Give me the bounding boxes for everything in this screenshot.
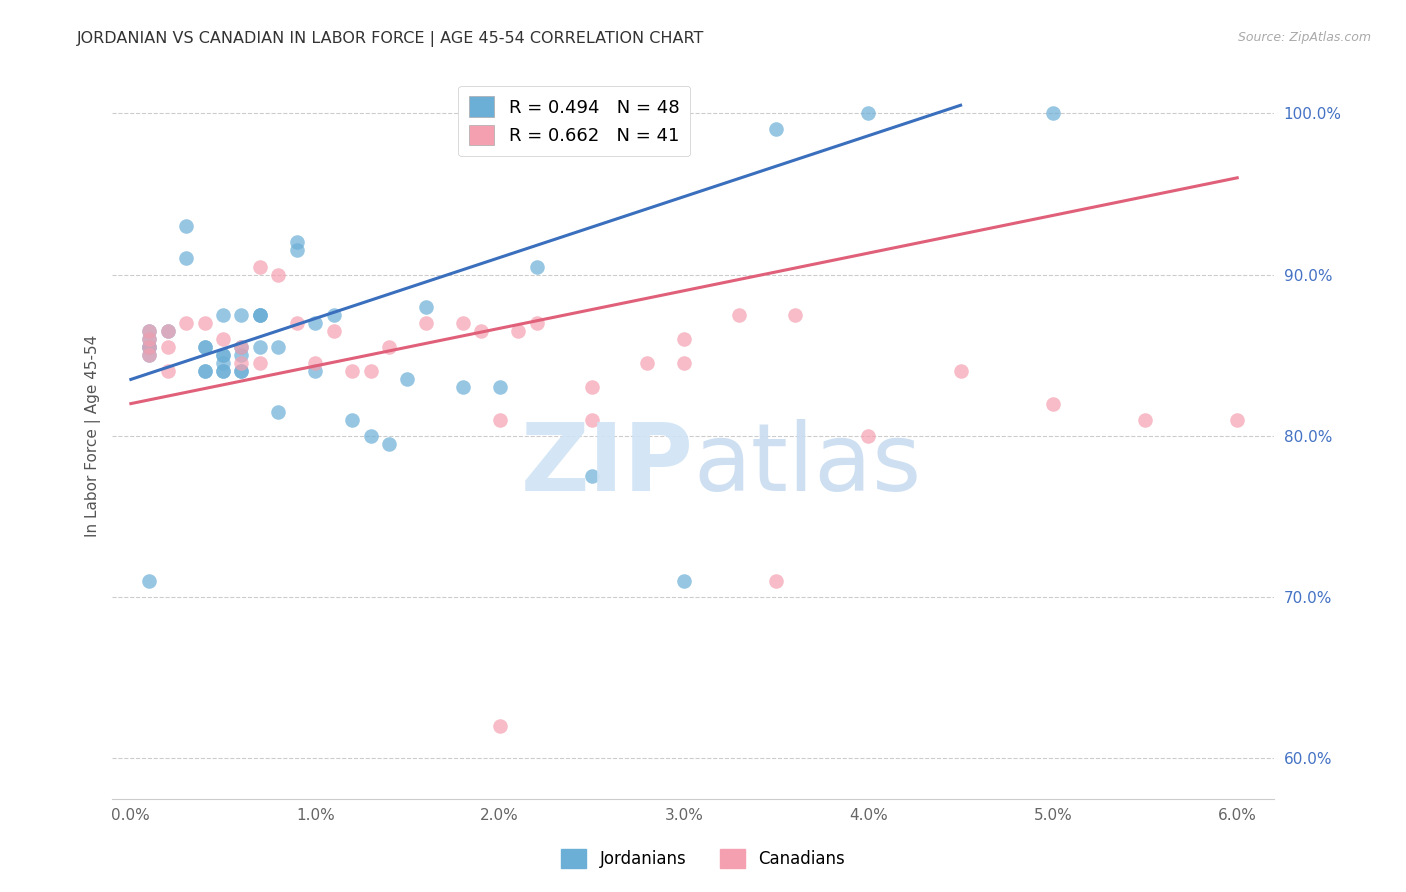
Point xyxy=(212,364,235,378)
Text: atlas: atlas xyxy=(693,419,921,511)
Point xyxy=(174,219,197,234)
Point xyxy=(396,372,419,386)
Point xyxy=(285,235,308,250)
Point xyxy=(267,340,290,354)
Legend: R = 0.494   N = 48, R = 0.662   N = 41: R = 0.494 N = 48, R = 0.662 N = 41 xyxy=(458,86,690,156)
Point xyxy=(949,364,972,378)
Point xyxy=(231,308,253,322)
Point xyxy=(285,316,308,330)
Point xyxy=(231,340,253,354)
Point xyxy=(765,122,787,136)
Point xyxy=(488,380,510,394)
Point xyxy=(1042,396,1064,410)
Point xyxy=(673,574,696,588)
Text: Source: ZipAtlas.com: Source: ZipAtlas.com xyxy=(1237,31,1371,45)
Point xyxy=(304,316,326,330)
Point xyxy=(322,324,344,338)
Point xyxy=(415,316,437,330)
Point xyxy=(138,348,160,362)
Point xyxy=(581,380,603,394)
Point xyxy=(249,308,271,322)
Point xyxy=(581,413,603,427)
Point xyxy=(212,364,235,378)
Point xyxy=(340,413,363,427)
Point xyxy=(285,244,308,258)
Text: ZIP: ZIP xyxy=(520,419,693,511)
Point xyxy=(194,340,217,354)
Point xyxy=(138,574,160,588)
Point xyxy=(249,260,271,274)
Point xyxy=(526,260,548,274)
Point xyxy=(194,340,217,354)
Point xyxy=(174,316,197,330)
Point xyxy=(249,340,271,354)
Point xyxy=(1226,413,1249,427)
Point xyxy=(858,429,880,443)
Point xyxy=(156,340,179,354)
Point xyxy=(194,316,217,330)
Point xyxy=(138,340,160,354)
Point xyxy=(212,332,235,346)
Point xyxy=(212,308,235,322)
Point xyxy=(156,324,179,338)
Point xyxy=(783,308,806,322)
Point xyxy=(156,324,179,338)
Point xyxy=(138,332,160,346)
Point xyxy=(340,364,363,378)
Point xyxy=(138,332,160,346)
Point xyxy=(488,719,510,733)
Point xyxy=(415,300,437,314)
Point xyxy=(194,364,217,378)
Text: JORDANIAN VS CANADIAN IN LABOR FORCE | AGE 45-54 CORRELATION CHART: JORDANIAN VS CANADIAN IN LABOR FORCE | A… xyxy=(77,31,704,47)
Point xyxy=(249,308,271,322)
Point xyxy=(378,437,401,451)
Point xyxy=(212,348,235,362)
Legend: Jordanians, Canadians: Jordanians, Canadians xyxy=(554,842,852,875)
Point xyxy=(156,364,179,378)
Point xyxy=(249,356,271,370)
Y-axis label: In Labor Force | Age 45-54: In Labor Force | Age 45-54 xyxy=(86,334,101,537)
Point xyxy=(231,356,253,370)
Point xyxy=(138,340,160,354)
Point xyxy=(249,308,271,322)
Point xyxy=(636,356,658,370)
Point xyxy=(1042,106,1064,120)
Point xyxy=(322,308,344,322)
Point xyxy=(138,324,160,338)
Point xyxy=(267,268,290,282)
Point xyxy=(526,316,548,330)
Point xyxy=(138,348,160,362)
Point xyxy=(673,356,696,370)
Point xyxy=(1133,413,1156,427)
Point xyxy=(231,364,253,378)
Point xyxy=(231,348,253,362)
Point xyxy=(194,364,217,378)
Point xyxy=(581,469,603,483)
Point xyxy=(728,308,751,322)
Point xyxy=(451,316,474,330)
Point xyxy=(673,332,696,346)
Point xyxy=(506,324,529,338)
Point xyxy=(488,413,510,427)
Point xyxy=(378,340,401,354)
Point xyxy=(451,380,474,394)
Point xyxy=(138,340,160,354)
Point xyxy=(304,356,326,370)
Point xyxy=(231,340,253,354)
Point xyxy=(360,364,382,378)
Point xyxy=(765,574,787,588)
Point xyxy=(304,364,326,378)
Point xyxy=(138,324,160,338)
Point xyxy=(231,364,253,378)
Point xyxy=(267,405,290,419)
Point xyxy=(470,324,492,338)
Point xyxy=(212,356,235,370)
Point xyxy=(360,429,382,443)
Point xyxy=(174,252,197,266)
Point xyxy=(212,348,235,362)
Point xyxy=(858,106,880,120)
